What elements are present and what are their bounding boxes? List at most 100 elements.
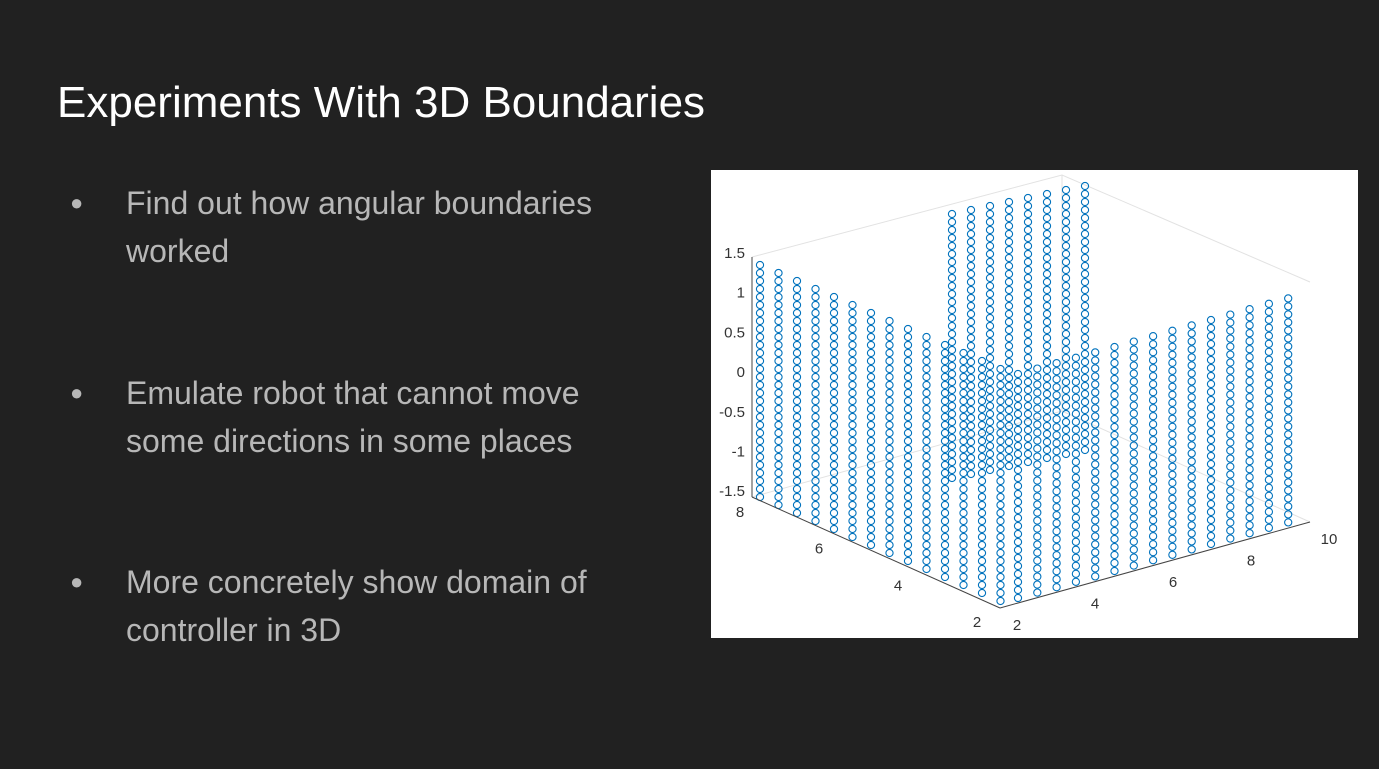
point: [1080, 181, 1090, 191]
point: [866, 516, 876, 526]
point: [966, 269, 976, 279]
point: [774, 308, 783, 318]
point: [947, 217, 957, 227]
point: [1042, 421, 1052, 431]
point: [1033, 556, 1042, 565]
point: [1052, 375, 1061, 384]
point: [885, 420, 894, 430]
point: [848, 500, 857, 510]
point: [996, 572, 1005, 582]
point: [985, 209, 995, 219]
point: [1042, 317, 1052, 327]
point: [1206, 451, 1216, 461]
point: [848, 300, 857, 310]
point: [811, 404, 820, 414]
point: [1071, 465, 1081, 474]
point: [1226, 454, 1235, 463]
point: [1264, 315, 1274, 324]
point: [1129, 457, 1138, 466]
point: [1148, 452, 1158, 461]
point: [1245, 521, 1254, 530]
point: [1013, 561, 1023, 571]
point: [1110, 358, 1119, 368]
point: [1110, 478, 1119, 488]
point: [1033, 476, 1042, 485]
point: [1168, 494, 1177, 503]
point: [1023, 417, 1033, 427]
point: [829, 428, 839, 438]
point: [947, 385, 957, 395]
y-tick-label: 4: [894, 577, 902, 594]
bullet-dot: ●: [70, 190, 84, 215]
point: [966, 229, 976, 239]
point: [1226, 382, 1235, 391]
point: [985, 265, 995, 275]
point: [1284, 318, 1293, 327]
point: [1206, 515, 1216, 525]
point: [1061, 209, 1071, 219]
point: [1148, 492, 1158, 501]
point: [966, 293, 976, 303]
point: [922, 444, 931, 454]
point: [1004, 245, 1014, 255]
point: [977, 588, 987, 598]
point: [947, 401, 957, 411]
point: [1245, 441, 1254, 450]
point: [1168, 398, 1177, 407]
point: [977, 556, 987, 566]
point: [922, 508, 931, 518]
point: [811, 460, 820, 470]
point: [903, 356, 913, 366]
point: [774, 332, 783, 342]
point: [985, 297, 995, 307]
point: [848, 484, 857, 494]
point: [885, 356, 894, 366]
point: [885, 508, 894, 518]
point: [977, 572, 987, 582]
point: [1129, 465, 1138, 474]
point: [947, 393, 957, 403]
point: [1042, 285, 1052, 295]
point: [774, 412, 783, 422]
point: [885, 316, 894, 326]
point: [1033, 396, 1042, 405]
point: [1264, 371, 1274, 380]
point: [1042, 253, 1052, 263]
point: [977, 508, 987, 518]
point: [1033, 364, 1042, 373]
point: [1071, 449, 1081, 458]
point: [1023, 441, 1033, 451]
point: [1284, 310, 1293, 319]
point: [848, 420, 857, 430]
point: [866, 460, 876, 470]
point: [940, 556, 950, 566]
point: [1052, 575, 1061, 584]
point: [903, 516, 913, 526]
point: [977, 540, 987, 550]
point: [885, 332, 894, 342]
point: [1187, 369, 1196, 378]
point: [985, 401, 995, 411]
point: [1148, 436, 1158, 445]
point: [829, 436, 839, 446]
point: [1187, 449, 1196, 458]
point: [1023, 257, 1033, 267]
point: [811, 340, 820, 350]
point: [1080, 445, 1090, 455]
point: [977, 548, 987, 558]
point: [1245, 497, 1254, 506]
point: [774, 484, 783, 494]
slide-title: Experiments With 3D Boundaries: [57, 78, 706, 127]
point: [1013, 401, 1023, 411]
point: [848, 340, 857, 350]
point: [1004, 293, 1014, 303]
point: [1129, 353, 1138, 362]
point: [985, 337, 995, 347]
point: [1061, 337, 1071, 347]
x-tick-label: 2: [1013, 617, 1021, 634]
point: [1013, 473, 1023, 483]
point: [1042, 269, 1052, 279]
point: [903, 404, 913, 414]
point: [1226, 470, 1235, 479]
point: [903, 428, 913, 438]
